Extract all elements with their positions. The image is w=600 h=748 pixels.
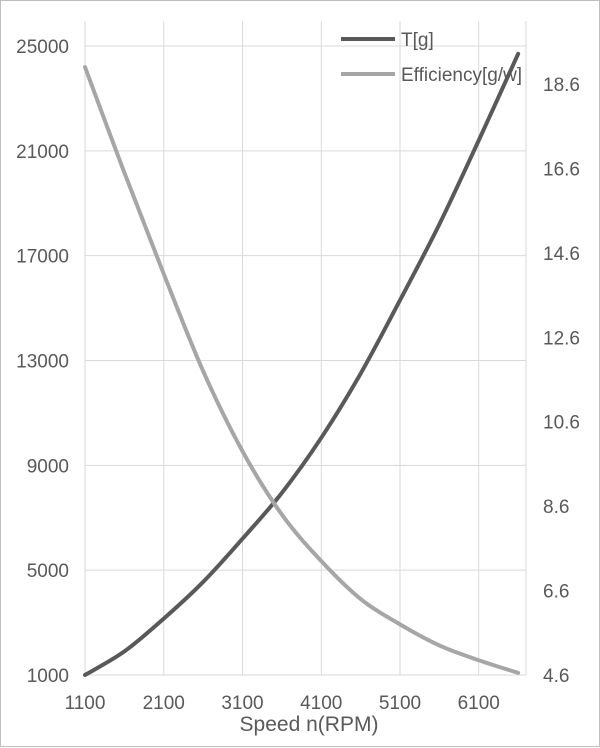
y-axis-right-ticks: 4.6 6.6 8.6 10.6 12.6 14.6 16.6 18.6 — [543, 75, 580, 687]
y-axis-left-ticks: 1000 5000 9000 13000 17000 21000 25000 — [16, 37, 69, 687]
y2-tick-label: 6.6 — [543, 582, 569, 603]
legend-label: Efficiency[g/w] — [401, 65, 522, 86]
gridlines — [84, 21, 527, 676]
series-line-efficiency — [83, 65, 521, 675]
y-tick-label: 1000 — [27, 666, 69, 687]
x-tick-label: 5100 — [379, 693, 421, 714]
y2-tick-label: 14.6 — [543, 244, 580, 265]
series-line-thrust — [83, 51, 521, 677]
x-tick-label: 3100 — [221, 693, 263, 714]
y-tick-label: 5000 — [27, 561, 69, 582]
y2-tick-label: 18.6 — [543, 75, 580, 96]
y2-tick-label: 10.6 — [543, 413, 580, 434]
series-lines — [83, 51, 521, 677]
y2-tick-label: 4.6 — [543, 666, 569, 687]
x-axis-ticks: 1100 2100 3100 4100 5100 6100 — [65, 693, 500, 714]
y2-tick-label: 16.6 — [543, 159, 580, 180]
legend: T[g] Efficiency[g/w] — [341, 30, 522, 86]
x-axis-title: Speed n(RPM) — [240, 713, 379, 736]
x-tick-label: 1100 — [65, 693, 106, 714]
y-tick-label: 25000 — [16, 37, 69, 58]
y2-tick-label: 8.6 — [543, 497, 569, 518]
x-tick-label: 2100 — [143, 693, 185, 714]
x-tick-label: 6100 — [458, 693, 500, 714]
y-tick-label: 9000 — [27, 456, 69, 477]
y-tick-label: 21000 — [16, 142, 69, 163]
y2-tick-label: 12.6 — [543, 328, 580, 349]
y-tick-label: 17000 — [16, 247, 69, 268]
legend-label: T[g] — [401, 30, 434, 51]
x-tick-label: 4100 — [300, 693, 342, 714]
y-tick-label: 13000 — [16, 352, 69, 373]
